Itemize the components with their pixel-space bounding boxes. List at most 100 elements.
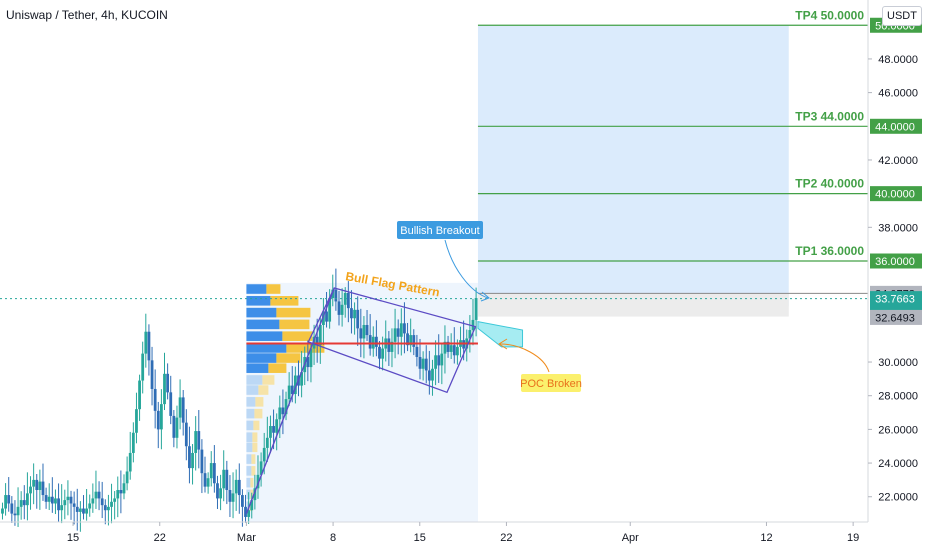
profile-background — [246, 282, 478, 522]
price-label-box — [870, 309, 922, 325]
profile-bar-down — [279, 319, 310, 330]
candle-body — [163, 373, 166, 405]
candle-body — [156, 410, 160, 430]
candle-body — [54, 498, 57, 504]
candle-body — [88, 503, 92, 509]
candle-body — [378, 346, 381, 359]
profile-bar-down — [258, 385, 269, 395]
candle-body — [234, 479, 238, 494]
breakout-arrow-head — [480, 291, 490, 302]
candle-body — [415, 346, 419, 357]
axes: 22.0000 24.0000 26.0000 28.0000 30.0000 38.00… — [0, 0, 922, 544]
candle-body — [188, 446, 191, 469]
price-label-box — [870, 186, 922, 202]
candle-body — [172, 415, 176, 438]
candle-body — [91, 498, 95, 504]
profile-bar-up — [246, 477, 251, 488]
candle-body — [26, 493, 29, 506]
candle-body — [69, 496, 73, 504]
profile-bar-down — [251, 454, 256, 464]
x-tick-label: 15 — [67, 532, 79, 544]
poc-arrow — [499, 343, 550, 373]
candle-body — [256, 474, 260, 489]
candle-body — [10, 503, 14, 514]
x-tick-label: 12 — [760, 532, 772, 544]
profile-bar-up — [246, 466, 252, 476]
candle-body — [290, 385, 294, 395]
profile-bar-down — [282, 331, 313, 341]
candle-body — [197, 431, 201, 450]
candle-body — [309, 348, 313, 368]
target-zone — [477, 25, 789, 307]
candle-body — [50, 496, 54, 504]
x-tick-label: Apr — [622, 532, 639, 544]
flag-channel — [307, 287, 477, 394]
candle-body — [427, 370, 431, 381]
x-tick-label: 22 — [154, 532, 166, 544]
candle-body — [247, 510, 251, 517]
candle-body — [122, 483, 126, 494]
x-tick-label: 19 — [847, 532, 859, 544]
candle-body — [141, 353, 145, 381]
y-tick-label: 28.0000 — [878, 391, 918, 403]
y-tick-label: 24.0000 — [878, 458, 918, 470]
candle-body — [184, 422, 188, 447]
profile-bar-up — [246, 375, 263, 385]
candle-body — [474, 298, 478, 320]
x-tick-label: Mar — [237, 532, 256, 544]
candle-body — [219, 488, 222, 499]
candle-body — [203, 473, 207, 487]
candle-body — [250, 500, 254, 511]
candle-body — [359, 328, 363, 339]
profile-bar-up — [246, 343, 287, 353]
price-label-text: 32.6493 — [875, 312, 915, 324]
candle-body — [200, 449, 204, 474]
profile-bar-down — [286, 343, 325, 353]
candle-body — [107, 506, 110, 511]
candle-body — [434, 355, 437, 369]
profile-bar-down — [250, 477, 254, 488]
candle-body — [325, 311, 328, 322]
candle-body — [181, 397, 185, 423]
candle-body — [393, 328, 397, 342]
candle-body — [178, 397, 182, 418]
candle-body — [231, 493, 235, 502]
breakout-label: Bullish Breakout — [400, 225, 480, 237]
profile-bar-up — [246, 385, 259, 395]
x-tick-label: 15 — [414, 532, 426, 544]
currency-button[interactable]: USDT — [882, 6, 922, 26]
candle-body — [237, 479, 241, 496]
price-label-text: 40.0000 — [875, 189, 915, 201]
candle-body — [206, 478, 210, 487]
profile-bar-up — [246, 296, 271, 306]
stop-zone — [477, 293, 789, 317]
candle-body — [38, 481, 42, 491]
profile-bar-up — [246, 397, 256, 407]
profile-bar-up — [246, 420, 254, 431]
candle-body — [225, 469, 229, 491]
profile-bar-up — [246, 454, 252, 464]
candle-body — [13, 513, 17, 516]
candle-body — [281, 407, 285, 415]
candle-body — [399, 323, 403, 337]
y-tick-label: 38.0000 — [878, 222, 918, 234]
candle-body — [396, 328, 400, 337]
candle-body — [128, 452, 132, 472]
profile-bar-down — [252, 442, 258, 453]
target-label: TP2 40.0000 — [795, 177, 864, 191]
candle-body — [144, 331, 148, 354]
candle-body — [412, 335, 416, 347]
candle-body — [222, 469, 226, 489]
candle-body — [97, 491, 101, 499]
candle-body — [32, 479, 36, 487]
candle-body — [103, 505, 107, 511]
candle-body — [452, 345, 456, 356]
candle-body — [293, 375, 297, 395]
candle-body — [368, 335, 372, 349]
candle-body — [72, 503, 76, 507]
candle-body — [19, 500, 23, 507]
candle-body — [418, 356, 422, 369]
profile-bar-down — [254, 408, 263, 419]
candle-body — [194, 431, 198, 453]
